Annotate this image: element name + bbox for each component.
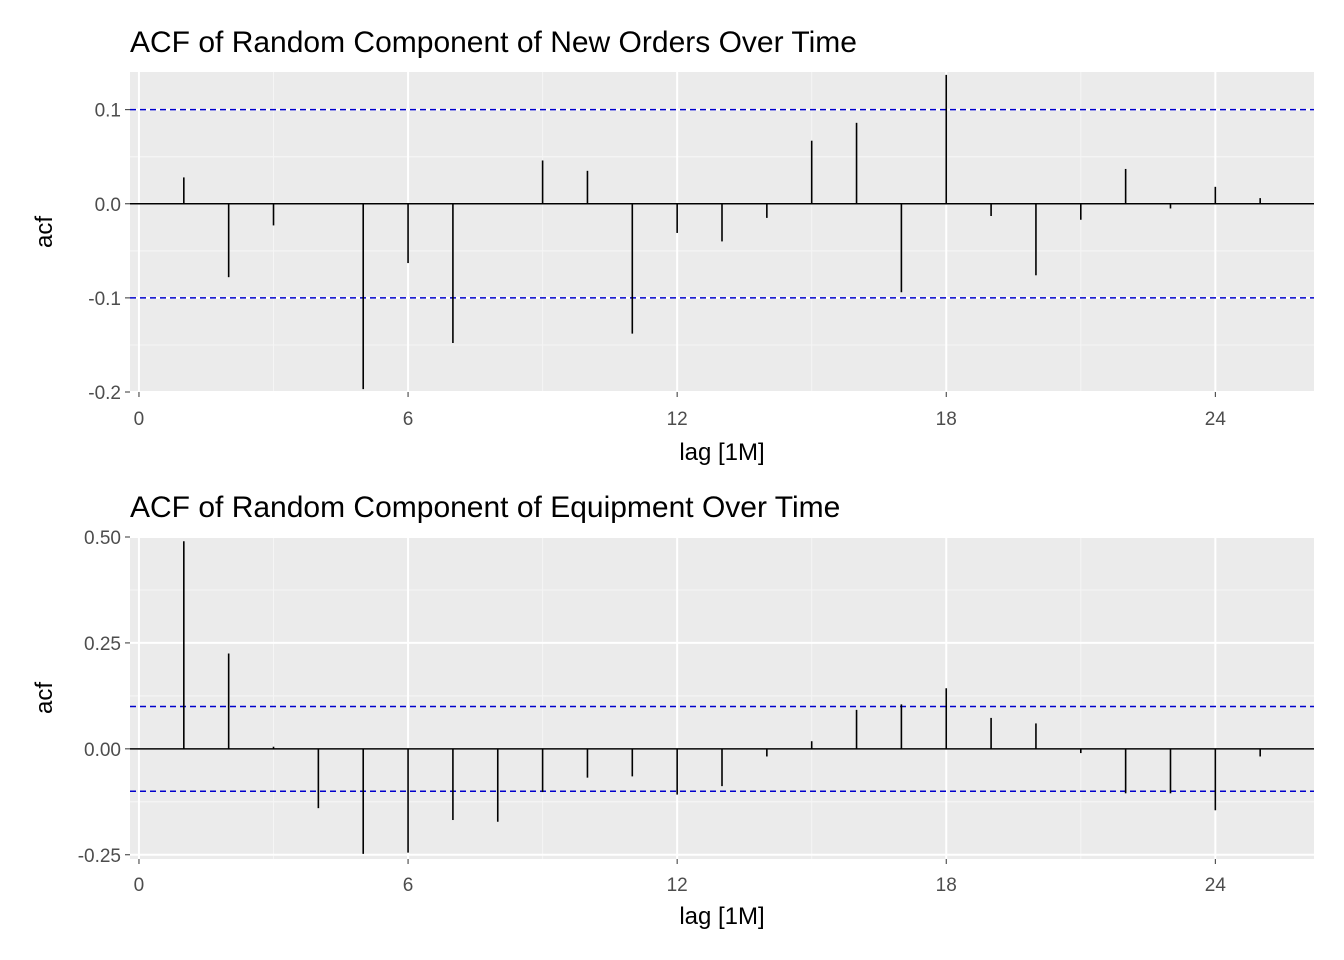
x-axis-label: lag [1M]	[679, 903, 764, 930]
x-tick-label: 18	[936, 409, 957, 430]
x-tick-label: 18	[936, 875, 957, 896]
x-tick-label: 0	[134, 875, 145, 896]
y-axis-label: acf	[31, 682, 58, 714]
chart-1-title: ACF of Random Component of New Orders Ov…	[130, 26, 857, 59]
y-tick-label: -0.1	[88, 289, 121, 310]
x-tick-label: 6	[403, 875, 414, 896]
y-tick-label: 0.50	[84, 528, 121, 549]
chart-2-title: ACF of Random Component of Equipment Ove…	[130, 491, 841, 524]
y-tick-label: 0.25	[84, 634, 121, 655]
chart-2-panel: 0 6 12 18 24 -0.25 0.00 0.25 0.50 lag [1M] acf	[31, 528, 1314, 930]
x-tick-label: 6	[403, 409, 414, 430]
y-tick-label: -0.2	[88, 383, 121, 404]
x-tick-label: 12	[667, 409, 688, 430]
x-axis-label: lag [1M]	[679, 439, 764, 466]
y-tick-label: 0.00	[84, 740, 121, 761]
x-tick-label: 12	[667, 875, 688, 896]
chart-1-panel: 0 6 12 18 24 -0.2 -0.1 0.0 0.1 lag [1M] acf	[31, 72, 1314, 466]
plot-background	[130, 537, 1314, 859]
y-tick-label: -0.25	[78, 846, 121, 867]
x-tick-label: 0	[134, 409, 145, 430]
y-axis-label: acf	[31, 216, 58, 248]
y-tick-label: 0.1	[95, 101, 121, 122]
y-tick-label: 0.0	[95, 195, 121, 216]
x-tick-label: 24	[1205, 875, 1227, 896]
x-tick-label: 24	[1205, 409, 1227, 430]
